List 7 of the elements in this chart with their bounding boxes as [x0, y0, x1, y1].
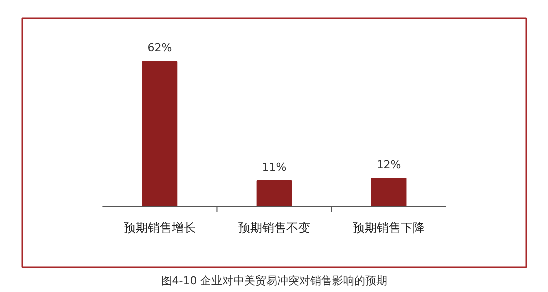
data-label: 62%	[148, 42, 172, 55]
data-label: 12%	[376, 158, 402, 172]
x-tick-label: 预期销售下降	[353, 221, 426, 236]
data-label: 11%	[262, 160, 287, 174]
caption: 图4-10 企业对中美贸易冲突对销售影响的预期	[161, 274, 388, 288]
x-tick-label: 预期销售增长	[124, 221, 196, 236]
x-tick-label: 预期销售不变	[238, 221, 310, 236]
